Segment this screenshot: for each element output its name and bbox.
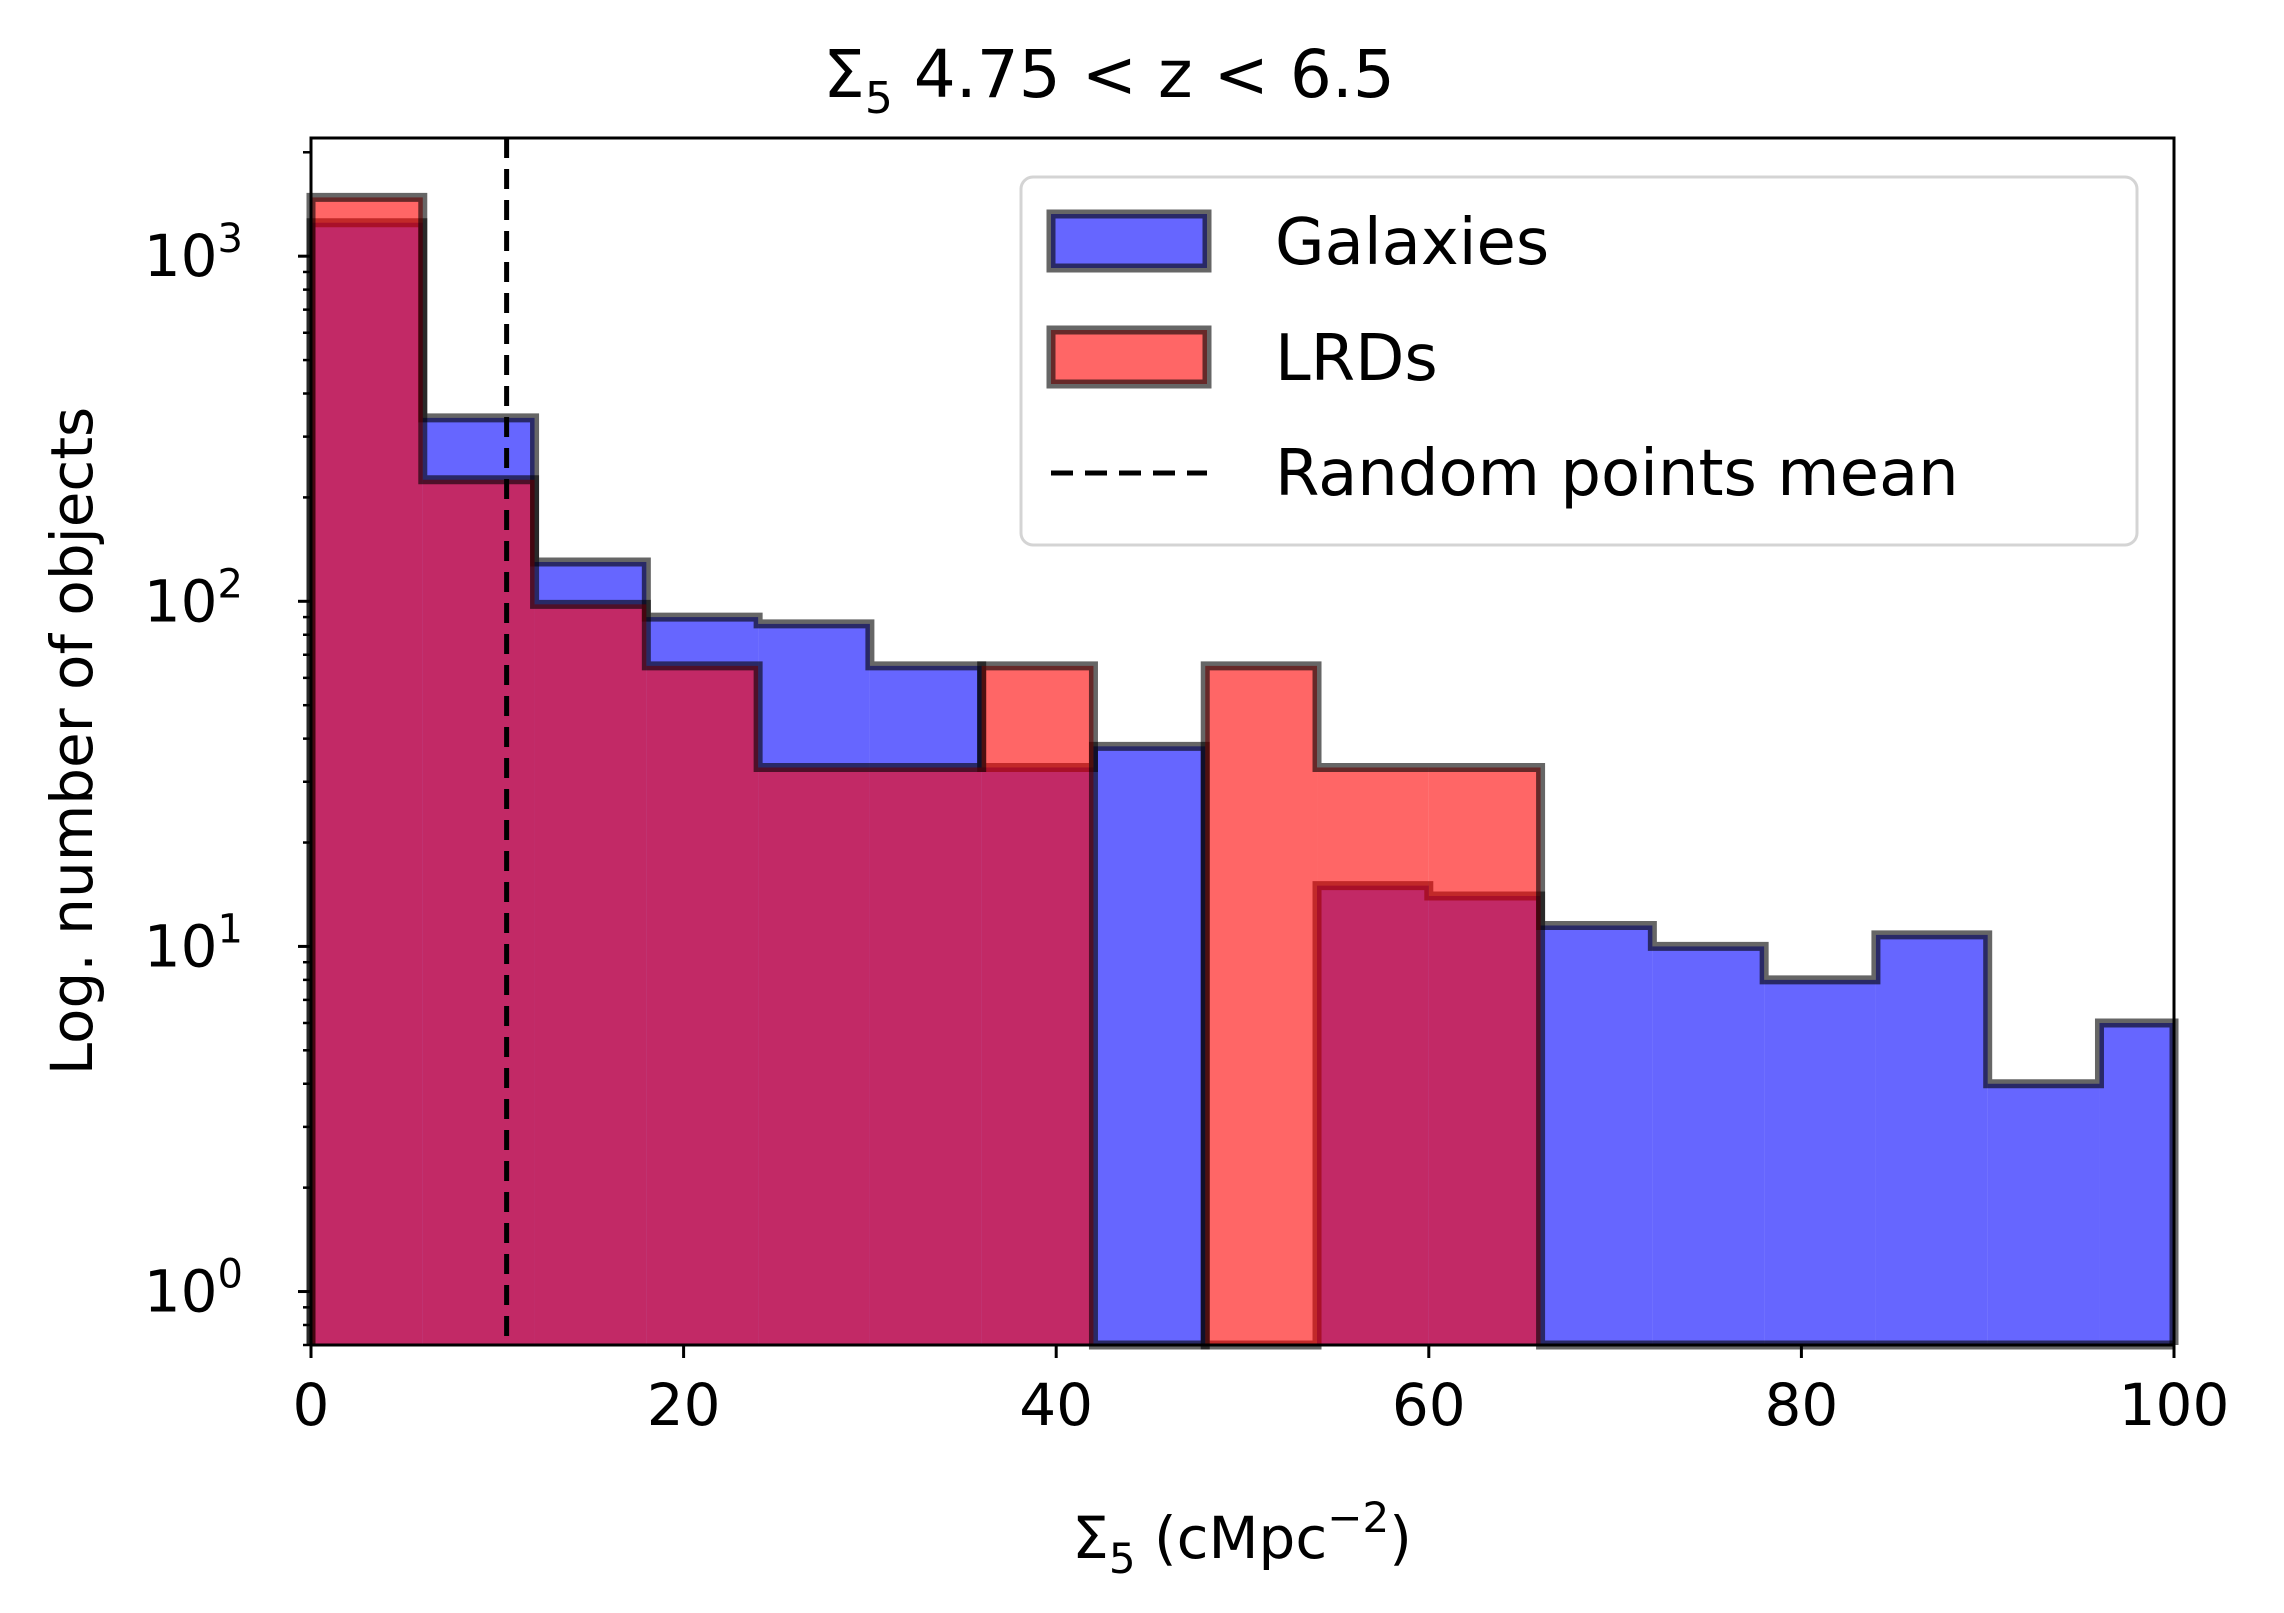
y-tick-label: 103 [144,216,243,290]
bar-lrds [1205,665,1318,1345]
axes: 0 20 40 60 80 100 100 101 102 103 [144,151,2230,1439]
series-lrds [306,192,2174,1350]
bar-lrds [1428,767,1541,1345]
y-tick-label: 102 [144,561,243,635]
bar-galaxies [1875,934,1988,1345]
bar-galaxies [1987,1083,2100,1345]
x-tick-label: 100 [2119,1371,2230,1439]
legend: Galaxies LRDs Random points mean [1019,175,2139,547]
histogram-bars [306,192,2179,1350]
bar-galaxies [1093,746,1206,1345]
bar-lrds [869,767,982,1345]
legend-label-lrds: LRDs [1275,322,1438,396]
bar-galaxies [1540,925,1653,1345]
x-tick-label: 40 [1019,1371,1093,1439]
legend-label-random-points-mean: Random points mean [1275,437,1959,511]
chart-title: Σ5 4.75 < z < 6.5 [823,36,1395,124]
x-tick-label: 20 [647,1371,721,1439]
bar-lrds [758,767,870,1345]
bar-galaxies [1764,979,1876,1345]
bar-galaxies [2099,1022,2174,1345]
x-tick-label: 0 [293,1371,330,1439]
y-tick-label: 100 [144,1252,243,1326]
plot-frame [309,136,2176,1347]
legend-frame [1019,175,2139,547]
bar-galaxies [1652,946,1765,1345]
x-tick-label: 80 [1764,1371,1838,1439]
y-tick-label: 101 [144,906,243,980]
legend-swatch-galaxies [1046,209,1212,273]
bar-lrds [534,604,647,1345]
legend-label-galaxies: Galaxies [1275,206,1549,280]
bar-lrds [1317,767,1429,1345]
bar-lrds [981,665,1094,1345]
y-axis-title: Log. number of objects [38,407,106,1076]
bar-lrds [422,479,535,1345]
x-axis-title: Σ5 (cMpc−2) [1072,1493,1412,1583]
bar-lrds [646,665,759,1345]
legend-swatch-lrds [1046,325,1212,389]
x-tick-label: 60 [1392,1371,1466,1439]
bar-lrds [311,197,423,1345]
